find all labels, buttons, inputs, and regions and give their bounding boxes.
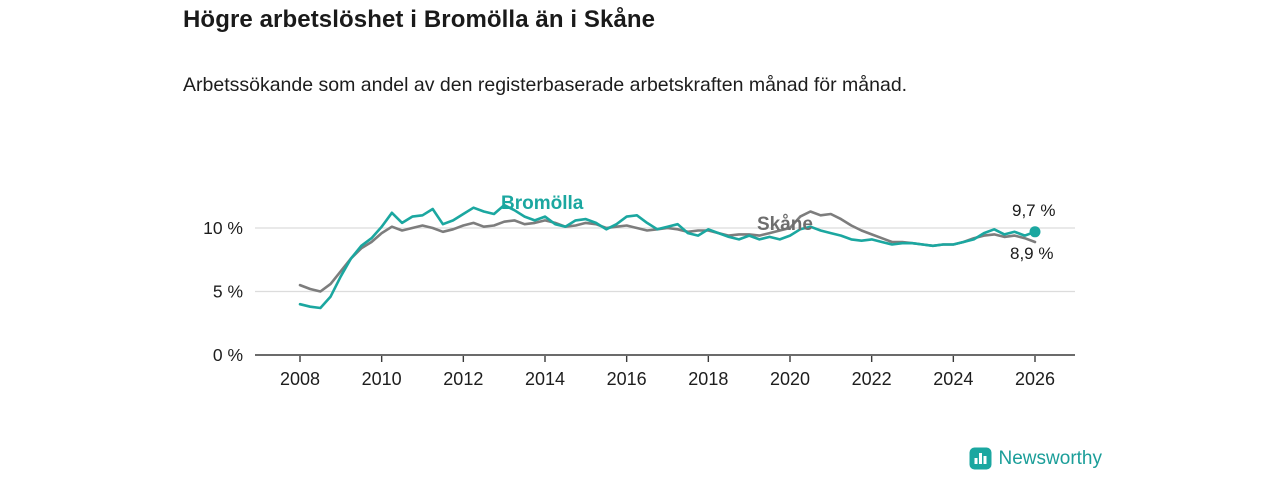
y-tick-label: 0 %	[213, 345, 243, 365]
x-tick-label: 2024	[933, 369, 973, 389]
series-line-skne	[298, 210, 1037, 293]
x-tick-label: 2012	[443, 369, 483, 389]
x-tick-label: 2020	[770, 369, 810, 389]
x-tick-label: 2026	[1015, 369, 1055, 389]
series-end-dot	[1029, 226, 1041, 238]
x-tick-label: 2022	[852, 369, 892, 389]
newsworthy-brand-link[interactable]: Newsworthy	[969, 447, 1102, 470]
end-value-bromolla: 9,7 %	[1012, 201, 1056, 220]
newsworthy-brand-text: Newsworthy	[998, 447, 1102, 469]
y-tick-label: 5 %	[213, 282, 243, 302]
series-line-bromlla	[298, 203, 1037, 310]
x-tick-label: 2014	[525, 369, 565, 389]
chart-subtitle: Arbetssökande som andel av den registerb…	[183, 74, 908, 96]
end-value-skane: 8,9 %	[1010, 244, 1054, 263]
newsworthy-logo-icon	[969, 447, 992, 470]
y-tick-label: 10 %	[203, 218, 243, 238]
x-tick-label: 2016	[607, 369, 647, 389]
series-label-bromolla: Bromölla	[501, 193, 584, 214]
x-tick-label: 2018	[688, 369, 728, 389]
page-title: Högre arbetslöshet i Bromölla än i Skåne	[183, 6, 656, 33]
series-label-skane: Skåne	[757, 214, 813, 235]
x-tick-label: 2010	[362, 369, 402, 389]
x-tick-label: 2008	[280, 369, 320, 389]
